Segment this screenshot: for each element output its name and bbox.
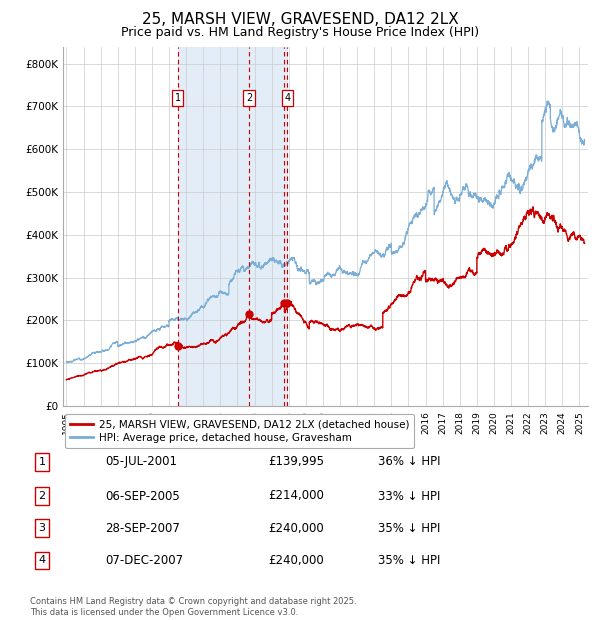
Text: £240,000: £240,000 [268,522,324,534]
Bar [178,46,287,406]
Text: 36% ↓ HPI: 36% ↓ HPI [378,456,440,468]
Text: 2: 2 [246,93,252,103]
Text: 4: 4 [38,556,46,565]
Text: Price paid vs. HM Land Registry's House Price Index (HPI): Price paid vs. HM Land Registry's House … [121,26,479,39]
Text: £139,995: £139,995 [268,456,324,468]
Text: 33% ↓ HPI: 33% ↓ HPI [378,490,440,502]
Text: 07-DEC-2007: 07-DEC-2007 [105,554,183,567]
Text: 05-JUL-2001: 05-JUL-2001 [105,456,177,468]
Text: £214,000: £214,000 [268,490,324,502]
Text: 35% ↓ HPI: 35% ↓ HPI [378,522,440,534]
Text: 1: 1 [175,93,181,103]
Text: 3: 3 [38,523,46,533]
Text: Contains HM Land Registry data © Crown copyright and database right 2025.
This d: Contains HM Land Registry data © Crown c… [30,598,356,617]
Text: 28-SEP-2007: 28-SEP-2007 [105,522,180,534]
Text: 35% ↓ HPI: 35% ↓ HPI [378,554,440,567]
Text: 4: 4 [284,93,290,103]
Text: 1: 1 [38,457,46,467]
Text: 06-SEP-2005: 06-SEP-2005 [105,490,180,502]
Text: 2: 2 [38,491,46,501]
Text: £240,000: £240,000 [268,554,324,567]
Legend: 25, MARSH VIEW, GRAVESEND, DA12 2LX (detached house), HPI: Average price, detach: 25, MARSH VIEW, GRAVESEND, DA12 2LX (det… [65,414,414,448]
Text: 25, MARSH VIEW, GRAVESEND, DA12 2LX: 25, MARSH VIEW, GRAVESEND, DA12 2LX [142,12,458,27]
